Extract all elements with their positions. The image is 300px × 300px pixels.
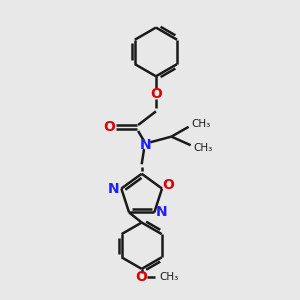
Text: CH₃: CH₃	[193, 142, 212, 153]
Text: O: O	[163, 178, 175, 192]
Text: N: N	[108, 182, 120, 196]
Text: O: O	[103, 120, 115, 134]
Text: N: N	[156, 206, 167, 220]
Text: CH₃: CH₃	[192, 119, 211, 129]
Text: O: O	[136, 270, 148, 284]
Text: N: N	[140, 138, 152, 152]
Text: CH₃: CH₃	[160, 272, 179, 282]
Text: O: O	[150, 86, 162, 100]
